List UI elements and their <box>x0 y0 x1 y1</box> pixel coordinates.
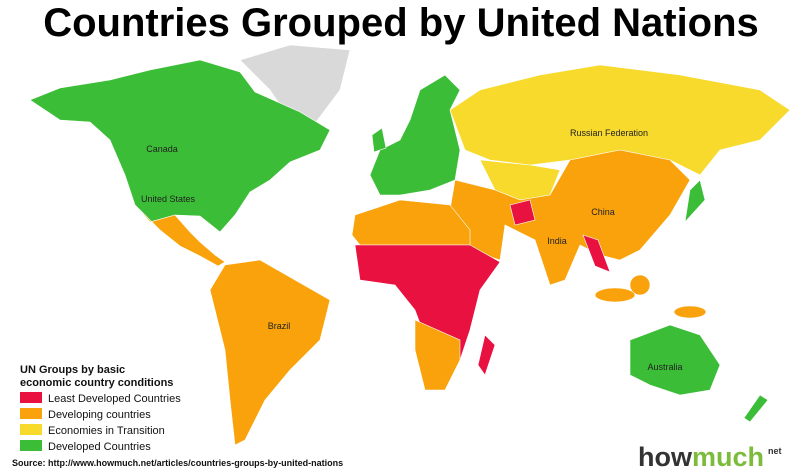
asia <box>449 149 691 286</box>
logo: howmuch net <box>638 442 782 472</box>
myanmar <box>582 234 611 273</box>
country-label: Russian Federation <box>570 128 648 138</box>
legend-label: Developing countries <box>48 409 151 421</box>
japan <box>684 179 706 223</box>
logo-part: much <box>692 442 764 472</box>
north-africa <box>351 199 471 246</box>
logo-part: how <box>638 442 693 472</box>
central-america <box>134 204 226 267</box>
uk <box>371 127 387 153</box>
madagascar <box>477 334 496 376</box>
logo-suffix: net <box>768 446 782 456</box>
south-america <box>209 259 331 446</box>
legend-title: economic country conditions <box>20 377 173 389</box>
source: Source: http://www.howmuch.net/articles/… <box>12 458 343 468</box>
australia <box>629 324 721 396</box>
legend-title: UN Groups by basic <box>20 364 125 376</box>
legend-swatch <box>20 440 42 451</box>
indonesia <box>594 287 636 303</box>
country-label: Canada <box>146 144 178 154</box>
russia <box>449 64 791 176</box>
south-africa <box>414 319 461 391</box>
country-label: United States <box>141 194 196 204</box>
new-guinea <box>673 305 707 319</box>
country-labels: Canada United States Brazil Russian Fede… <box>141 128 683 372</box>
country-label: India <box>547 236 567 246</box>
afghanistan <box>509 199 536 226</box>
legend-label: Developed Countries <box>48 441 151 453</box>
country-label: Brazil <box>268 321 291 331</box>
country-label: China <box>591 207 615 217</box>
greenland <box>239 44 351 131</box>
legend-label: Economies in Transition <box>48 425 165 437</box>
legend-swatch <box>20 392 42 403</box>
title: Countries Grouped by United Nations <box>43 1 759 45</box>
legend-swatch <box>20 424 42 435</box>
legend: UN Groups by basic economic country cond… <box>20 364 181 453</box>
north-america <box>29 59 331 233</box>
legend-swatch <box>20 408 42 419</box>
country-label: Australia <box>647 362 682 372</box>
borneo <box>629 274 651 296</box>
europe <box>369 74 461 196</box>
legend-label: Least Developed Countries <box>48 393 181 405</box>
new-zealand <box>743 394 769 423</box>
world-map <box>29 44 791 446</box>
